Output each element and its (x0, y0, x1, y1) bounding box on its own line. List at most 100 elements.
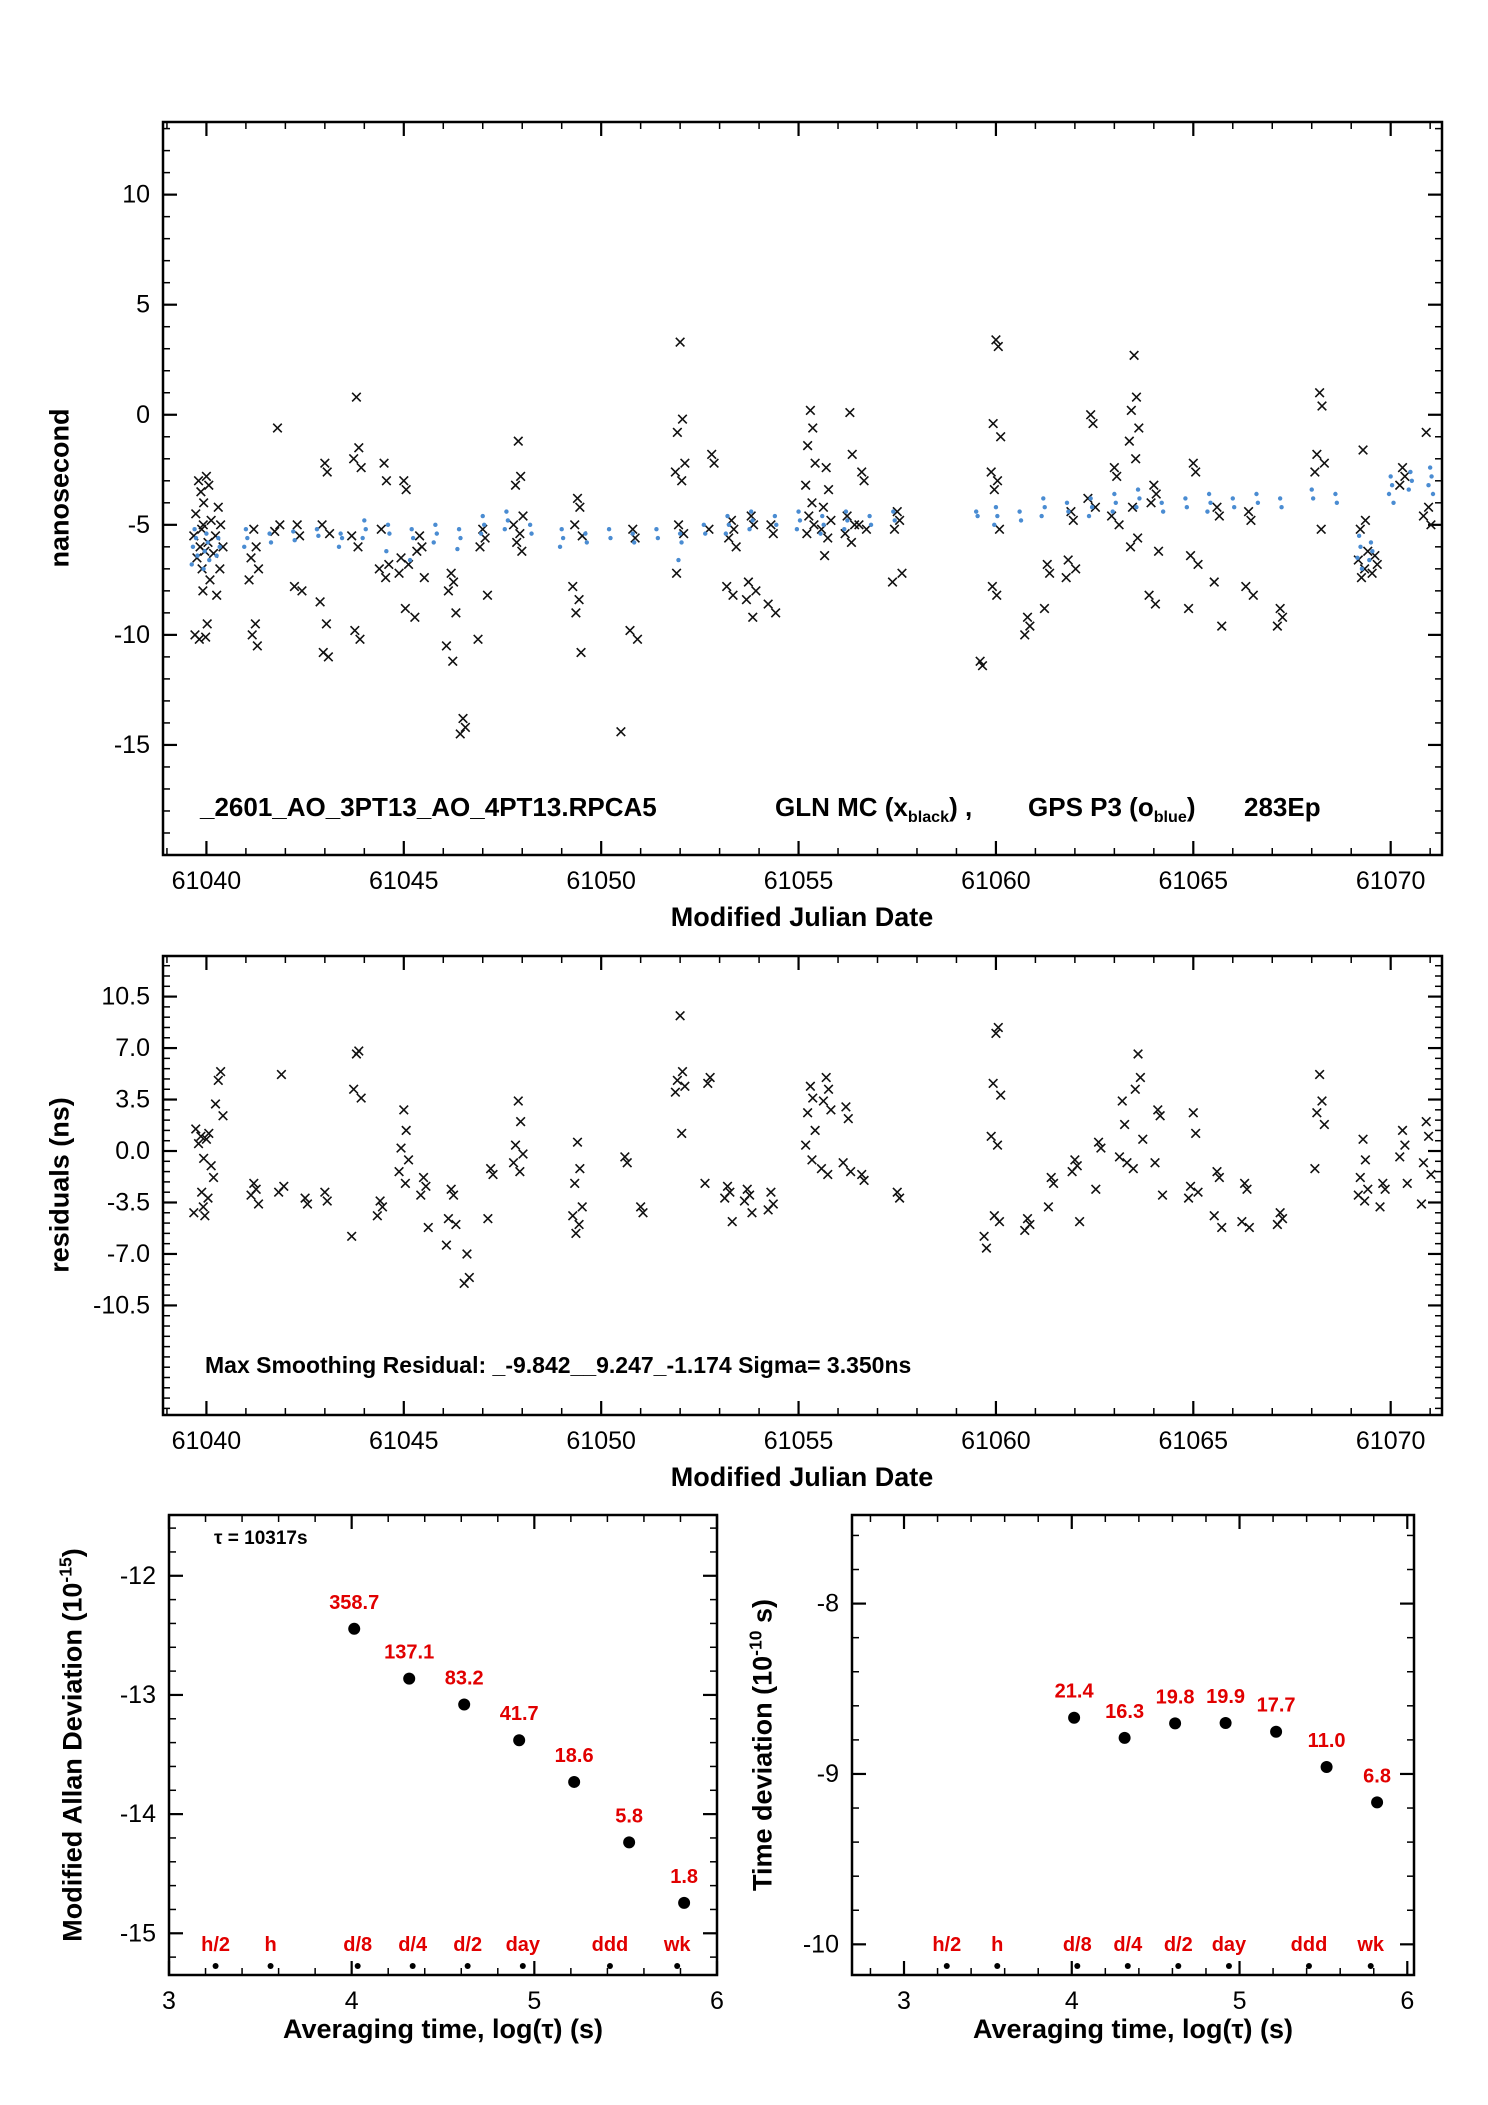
svg-text:4: 4 (1065, 1987, 1079, 2015)
svg-text:0.0: 0.0 (115, 1137, 150, 1165)
svg-text:day: day (506, 1934, 541, 1956)
svg-text:-13: -13 (120, 1681, 156, 1709)
svg-text:61055: 61055 (764, 867, 834, 895)
tdev-ylabel-post: s) (747, 1599, 778, 1631)
top-y-axis-title: nanosecond (44, 408, 75, 568)
chart-mid: 61040 61045 61050 61055 61060 61065 61070 10.5 7… (93, 954, 1444, 1455)
svg-text:61070: 61070 (1356, 867, 1426, 895)
svg-text:d/2: d/2 (453, 1934, 482, 1956)
svg-text:41.7: 41.7 (500, 1703, 539, 1725)
svg-text:3: 3 (162, 1987, 176, 2015)
series2-sub: blue (1153, 808, 1187, 827)
svg-text:h: h (991, 1934, 1003, 1956)
svg-text:61045: 61045 (369, 1427, 439, 1455)
top-inner-title-epochs: 283Ep (1244, 792, 1321, 822)
series1-pre: GLN MC (x (775, 792, 908, 822)
svg-text:-5: -5 (128, 511, 150, 539)
series1-post: ) , (949, 792, 973, 822)
svg-text:61060: 61060 (961, 1427, 1031, 1455)
svg-text:1.8: 1.8 (670, 1866, 698, 1888)
svg-text:-9: -9 (817, 1760, 839, 1788)
svg-text:d/2: d/2 (1164, 1934, 1193, 1956)
svg-text:3.5: 3.5 (115, 1086, 150, 1114)
svg-text:d/8: d/8 (1063, 1934, 1092, 1956)
svg-text:61045: 61045 (369, 867, 439, 895)
svg-text:6: 6 (1400, 1987, 1414, 2015)
svg-text:0: 0 (136, 401, 150, 429)
svg-text:61070: 61070 (1356, 1427, 1426, 1455)
svg-text:16.3: 16.3 (1105, 1701, 1144, 1723)
svg-text:-10: -10 (114, 621, 150, 649)
svg-text:61065: 61065 (1159, 1427, 1229, 1455)
svg-text:61050: 61050 (566, 1427, 636, 1455)
tdev-y-axis-title: Time deviation (10-10 s) (746, 1599, 779, 1891)
mdev-ylabel-post: ) (57, 1548, 88, 1558)
svg-text:-15: -15 (120, 1919, 156, 1947)
top-inner-title-series2: GPS P3 (oblue) (1028, 792, 1196, 827)
svg-text:61060: 61060 (961, 867, 1031, 895)
tdev-ylabel-pre: Time deviation (10 (747, 1655, 778, 1891)
mdev-ylabel-sup: -15 (55, 1557, 76, 1583)
mid-smoothing-note: Max Smoothing Residual: _-9.842__9.247_-… (205, 1352, 912, 1378)
svg-text:6.8: 6.8 (1363, 1765, 1391, 1787)
svg-text:5: 5 (527, 1987, 541, 2015)
mid-y-axis-title: residuals (ns) (44, 1097, 75, 1273)
svg-text:5: 5 (1233, 1987, 1247, 2015)
svg-text:4: 4 (345, 1987, 359, 2015)
series1-sub: black (907, 808, 950, 827)
svg-text:wk: wk (663, 1934, 692, 1956)
mdev-y-axis-title: Modified Allan Deviation (10-15) (56, 1548, 89, 1941)
chart-mdev: 3 4 5 6 -12 -13 -14 -15 358.7 137.1 83.2 41.7 18.6 5.… (120, 1513, 724, 2015)
svg-text:-15: -15 (114, 731, 150, 759)
svg-text:ddd: ddd (592, 1934, 629, 1956)
series2-pre: GPS P3 (o (1028, 792, 1154, 822)
chart-tdev: 3 4 5 6 -8 -9 -10 21.4 16.3 19.8 19.9 17.7 11.0 6.8 h/… (803, 1513, 1416, 2015)
svg-text:-14: -14 (120, 1800, 156, 1828)
svg-text:5: 5 (136, 291, 150, 319)
svg-text:d/8: d/8 (343, 1934, 372, 1956)
svg-text:61040: 61040 (172, 1427, 242, 1455)
svg-text:-8: -8 (817, 1590, 839, 1618)
mdev-tau-note: τ = 10317s (214, 1528, 308, 1549)
svg-text:-10.5: -10.5 (93, 1291, 150, 1319)
svg-text:-7.0: -7.0 (107, 1240, 150, 1268)
svg-text:10: 10 (122, 181, 150, 209)
top-x-axis-title: Modified Julian Date (670, 902, 934, 932)
svg-text:19.9: 19.9 (1206, 1686, 1245, 1708)
svg-text:h: h (264, 1934, 276, 1956)
svg-text:d/4: d/4 (398, 1934, 428, 1956)
svg-text:wk: wk (1356, 1934, 1385, 1956)
tdev-ylabel-sup: -10 (745, 1630, 766, 1656)
tdev-x-axis-title: Averaging time, log(τ) (s) (972, 2014, 1294, 2044)
svg-text:21.4: 21.4 (1055, 1681, 1095, 1703)
svg-text:18.6: 18.6 (555, 1745, 594, 1767)
top-inner-title-file: _2601_AO_3PT13_AO_4PT13.RPCA5 (200, 792, 657, 822)
svg-text:17.7: 17.7 (1257, 1695, 1296, 1717)
svg-text:day: day (1212, 1934, 1247, 1956)
svg-text:5.8: 5.8 (615, 1805, 643, 1827)
svg-text:10.5: 10.5 (101, 983, 150, 1011)
svg-text:61065: 61065 (1159, 867, 1229, 895)
svg-text:-10: -10 (803, 1930, 839, 1958)
mdev-x-axis-title: Averaging time, log(τ) (s) (282, 2014, 604, 2044)
mid-x-axis-title: Modified Julian Date (670, 1462, 934, 1492)
svg-text:19.8: 19.8 (1156, 1686, 1195, 1708)
svg-text:61050: 61050 (566, 867, 636, 895)
svg-text:6: 6 (710, 1987, 724, 2015)
svg-text:358.7: 358.7 (329, 1592, 379, 1614)
svg-text:7.0: 7.0 (115, 1034, 150, 1062)
series2-post: ) (1186, 792, 1196, 822)
mdev-ylabel-pre: Modified Allan Deviation (10 (57, 1582, 88, 1942)
chart-top: 61040 61045 61050 61055 61060 61065 61070 10 5 0 -… (114, 120, 1444, 895)
top-inner-title-series1: GLN MC (xblack) , (775, 792, 972, 827)
svg-text:h/2: h/2 (201, 1934, 230, 1956)
svg-text:ddd: ddd (1291, 1934, 1328, 1956)
svg-text:61055: 61055 (764, 1427, 834, 1455)
svg-text:-12: -12 (120, 1562, 156, 1590)
svg-text:-3.5: -3.5 (107, 1188, 150, 1216)
svg-text:h/2: h/2 (932, 1934, 961, 1956)
svg-text:11.0: 11.0 (1308, 1730, 1346, 1752)
svg-text:d/4: d/4 (1113, 1934, 1143, 1956)
